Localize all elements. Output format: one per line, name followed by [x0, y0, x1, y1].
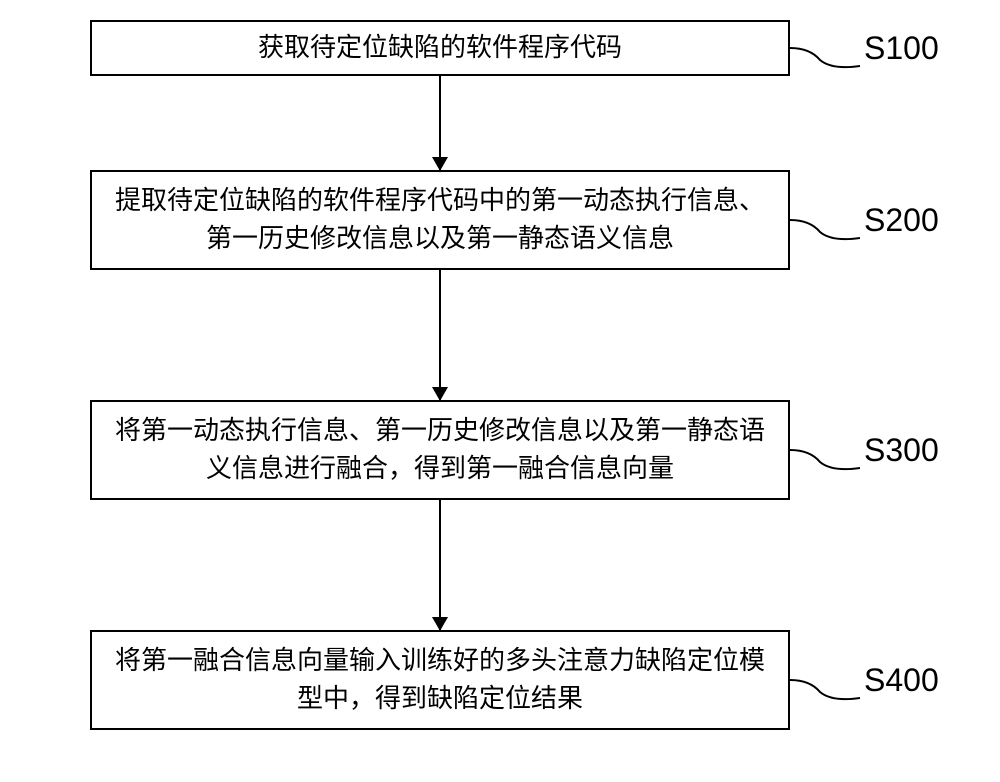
flow-step-s100: 获取待定位缺陷的软件程序代码S100 — [90, 20, 790, 76]
step-id-label: S200 — [864, 202, 939, 239]
flow-step-s400: 将第一融合信息向量输入训练好的多头注意力缺陷定位模型中，得到缺陷定位结果S400 — [90, 630, 790, 730]
flow-arrow-icon — [439, 500, 441, 630]
step-label-connector: S100 — [790, 26, 990, 70]
step-text: 将第一融合信息向量输入训练好的多头注意力缺陷定位模型中，得到缺陷定位结果 — [106, 642, 774, 717]
step-id-label: S400 — [864, 662, 939, 699]
connector-curve-icon — [790, 658, 860, 702]
flow-step-s300: 将第一动态执行信息、第一历史修改信息以及第一静态语义信息进行融合，得到第一融合信… — [90, 400, 790, 500]
step-box: 提取待定位缺陷的软件程序代码中的第一动态执行信息、第一历史修改信息以及第一静态语… — [90, 170, 790, 270]
step-box: 获取待定位缺陷的软件程序代码 — [90, 20, 790, 76]
connector-curve-icon — [790, 198, 860, 242]
step-box: 将第一融合信息向量输入训练好的多头注意力缺陷定位模型中，得到缺陷定位结果 — [90, 630, 790, 730]
step-text: 提取待定位缺陷的软件程序代码中的第一动态执行信息、第一历史修改信息以及第一静态语… — [106, 182, 774, 257]
flow-step-s200: 提取待定位缺陷的软件程序代码中的第一动态执行信息、第一历史修改信息以及第一静态语… — [90, 170, 790, 270]
step-box: 将第一动态执行信息、第一历史修改信息以及第一静态语义信息进行融合，得到第一融合信… — [90, 400, 790, 500]
step-label-connector: S400 — [790, 658, 990, 702]
connector-curve-icon — [790, 428, 860, 472]
step-id-label: S300 — [864, 432, 939, 469]
connector-curve-icon — [790, 26, 860, 70]
step-text: 将第一动态执行信息、第一历史修改信息以及第一静态语义信息进行融合，得到第一融合信… — [106, 412, 774, 487]
step-label-connector: S300 — [790, 428, 990, 472]
step-id-label: S100 — [864, 30, 939, 67]
step-text: 获取待定位缺陷的软件程序代码 — [258, 29, 622, 67]
step-label-connector: S200 — [790, 198, 990, 242]
flow-arrow-icon — [439, 76, 441, 170]
flow-arrow-icon — [439, 270, 441, 400]
